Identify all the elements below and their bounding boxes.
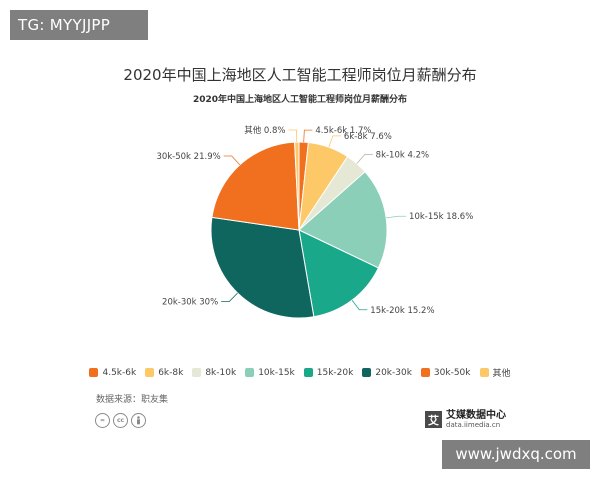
legend-label: 8k-10k: [205, 367, 237, 378]
leader-line-4: [351, 299, 368, 311]
legend-swatch: [192, 368, 202, 377]
cc-icon: cc: [113, 413, 128, 428]
legend-swatch: [479, 368, 489, 377]
slice-label-3: 10k-15k 18.6%: [409, 212, 473, 222]
legend-swatch: [303, 368, 313, 377]
legend-swatch: [362, 368, 372, 377]
legend-item-8k-10k: 8k-10k: [192, 366, 236, 379]
slice-label-0: 4.5k-6k 1.7%: [315, 126, 371, 136]
pie-slice-6: [211, 141, 300, 231]
legend-item-6k-8k: 6k-8k: [145, 366, 183, 379]
pie-slice-4: [298, 229, 380, 318]
legend-item-30k-50k: 30k-50k: [420, 366, 471, 379]
brand-name: 艾媒数据中心: [446, 410, 506, 421]
legend-label: 6k-8k: [158, 367, 184, 378]
pie-slice-5: [210, 216, 315, 319]
leader-line-5: [221, 292, 238, 302]
brand-url: data.iimedia.cn: [446, 421, 501, 429]
leader-line-0: [303, 129, 313, 143]
watermark-bottom-right: www.jwdxq.com: [442, 440, 590, 469]
legend-label: 30k-50k: [433, 367, 471, 378]
chart-title: 2020年中国上海地区人工智能工程师岗位月薪酬分布: [192, 95, 408, 105]
license-icons: = cc: [95, 413, 146, 428]
legend-label: 15k-20k: [316, 367, 354, 378]
chart-legend: 4.5k-6k 6k-8k 8k-10k 10k-15k 15k-20k 20k…: [0, 366, 600, 379]
legend-item-15k-20k: 15k-20k: [303, 366, 354, 379]
legend-label: 其他: [492, 369, 511, 379]
page-title: 2020年中国上海地区人工智能工程师岗位月薪酬分布: [123, 66, 477, 84]
slice-label-2: 8k-10k 4.2%: [376, 151, 429, 161]
legend-label: 10k-15k: [258, 367, 295, 378]
slice-label-5: 20k-30k 30%: [162, 298, 218, 308]
slice-label-7: 其他 0.8%: [244, 125, 285, 136]
legend-swatch: [89, 368, 99, 377]
brand-text: 艾媒数据中心 data.iimedia.cn: [446, 410, 506, 429]
slice-label-4: 15k-20k 15.2%: [370, 306, 434, 316]
watermark-top-left: TG: MYYJJPP: [10, 10, 148, 40]
data-source: 数据来源：职友集: [96, 395, 169, 405]
brand-logo: 艾 艾媒数据中心 data.iimedia.cn: [425, 410, 506, 429]
legend-label: 4.5k-6k: [102, 367, 137, 378]
legend-swatch: [420, 368, 430, 377]
legend-swatch: [145, 368, 155, 377]
slice-label-6: 30k-50k 21.9%: [156, 152, 220, 162]
leader-line-1: [328, 135, 341, 148]
legend-label: 20k-30k: [375, 367, 412, 378]
legend-item-other: 其他: [479, 366, 511, 379]
legend-item-20k-30k: 20k-30k: [362, 366, 412, 379]
leader-line-2: [356, 154, 373, 164]
equal-icon: =: [95, 413, 110, 428]
leader-line-7: [288, 129, 298, 143]
brand-mark-icon: 艾: [425, 411, 442, 428]
legend-swatch: [245, 368, 255, 377]
legend-item-10k-15k: 10k-15k: [245, 366, 295, 379]
leader-line-3: [386, 215, 407, 219]
person-icon: [131, 413, 146, 428]
person-glyph: [137, 416, 140, 425]
slice-label-1: 6k-8k 7.6%: [344, 132, 392, 142]
legend-item-4-5k-6k: 4.5k-6k: [89, 366, 136, 379]
leader-line-6: [223, 155, 241, 166]
